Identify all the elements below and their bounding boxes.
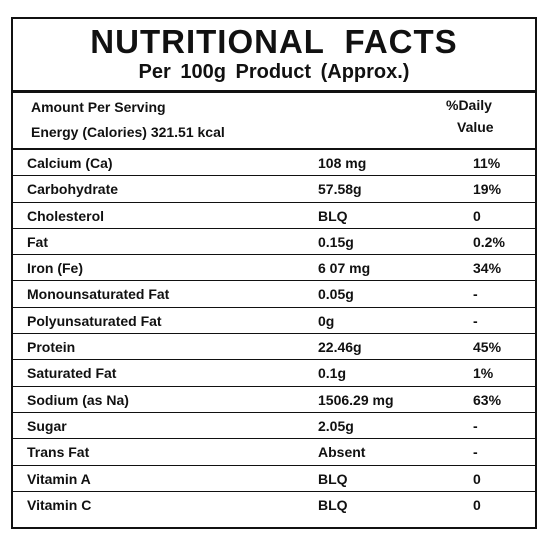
nutrient-daily-value: 63% [473, 391, 502, 408]
table-row: Vitamin C BLQ 0 [13, 492, 535, 518]
nutrient-name: Iron (Fe) [27, 260, 83, 277]
table-row: Protein 22.46g 45% [13, 334, 535, 361]
nutrient-daily-value: 0 [473, 496, 481, 513]
nutrient-name: Trans Fat [27, 444, 90, 461]
table-row: Sugar 2.05g - [13, 413, 535, 440]
nutrient-table: Calcium (Ca) 108 mg 11% Carbohydrate 57.58g 1… [13, 150, 535, 518]
nutrient-daily-value: - [473, 417, 478, 434]
nutrition-facts-label: NUTRITIONAL FACTS Per 100g Product (Appr… [11, 17, 537, 529]
nutrient-amount: 57.58g [318, 181, 362, 198]
table-row: Iron (Fe) 6 07 mg 34% [13, 255, 535, 282]
table-row: Monounsaturated Fat 0.05g - [13, 281, 535, 308]
nutrient-daily-value: 0 [473, 207, 481, 224]
nutrient-amount: 108 mg [318, 155, 367, 171]
nutrient-name: Carbohydrate [27, 181, 119, 198]
daily-value-heading-line1: %Daily [446, 97, 492, 113]
table-row: Saturated Fat 0.1g 1% [13, 360, 535, 387]
daily-value-heading-line2: Value [457, 119, 494, 135]
table-row: Cholesterol BLQ 0 [13, 203, 535, 229]
nutrient-amount: BLQ [318, 207, 348, 224]
nutrient-name: Fat [27, 233, 48, 250]
nutrient-name: Cholesterol [27, 207, 105, 224]
nutrient-daily-value: - [473, 444, 478, 461]
amount-per-serving-label: Amount Per Serving [31, 99, 166, 115]
label-title: NUTRITIONAL FACTS [90, 23, 458, 60]
serving-header: Amount Per Serving Energy (Calories) 321… [13, 93, 535, 150]
table-row: Carbohydrate 57.58g 19% [13, 176, 535, 203]
nutrient-daily-value: - [473, 286, 478, 303]
nutrient-daily-value: 1% [473, 365, 494, 382]
nutrient-name: Vitamin A [27, 470, 91, 487]
table-row: Fat 0.15g 0.2% [13, 229, 535, 256]
nutrient-amount: 0.1g [318, 365, 347, 382]
nutrient-amount: Absent [318, 444, 366, 461]
nutrient-name: Saturated Fat [27, 365, 117, 382]
nutrient-name: Sodium (as Na) [27, 391, 129, 408]
table-row: Trans Fat Absent - [13, 439, 535, 466]
energy-value: Energy (Calories) 321.51 kcal [31, 124, 225, 140]
table-row: Sodium (as Na) 1506.29 mg 63% [13, 387, 535, 413]
nutrient-amount: 1506.29 mg [318, 391, 394, 408]
table-row: Vitamin A BLQ 0 [13, 466, 535, 492]
nutrient-daily-value: 0.2% [473, 233, 505, 250]
nutrient-daily-value: 11% [473, 155, 501, 171]
label-subtitle: Per 100g Product (Approx.) [138, 61, 410, 83]
nutrient-amount: 0.05g [318, 286, 354, 303]
nutrient-name: Protein [27, 339, 76, 356]
nutrient-amount: 0g [318, 312, 335, 329]
header-divider [13, 90, 535, 93]
nutrient-amount: BLQ [318, 470, 348, 487]
nutrient-name: Vitamin C [27, 496, 92, 513]
nutrient-amount: 0.15g [318, 233, 354, 250]
nutrient-daily-value: 0 [473, 470, 481, 487]
nutrient-name: Sugar [27, 417, 67, 434]
nutrient-daily-value: 45% [473, 339, 502, 356]
table-row: Polyunsaturated Fat 0g - [13, 308, 535, 335]
nutrient-name: Calcium (Ca) [27, 155, 113, 171]
nutrient-amount: BLQ [318, 496, 348, 513]
nutrient-name: Monounsaturated Fat [27, 286, 170, 303]
nutrient-name: Polyunsaturated Fat [27, 312, 162, 329]
nutrient-amount: 2.05g [318, 417, 354, 434]
nutrient-amount: 22.46g [318, 339, 362, 356]
table-row: Calcium (Ca) 108 mg 11% [13, 150, 535, 177]
nutrient-daily-value: - [473, 312, 478, 329]
nutrient-daily-value: 19% [473, 181, 502, 198]
nutrient-daily-value: 34% [473, 260, 502, 277]
nutrient-amount: 6 07 mg [318, 260, 371, 277]
